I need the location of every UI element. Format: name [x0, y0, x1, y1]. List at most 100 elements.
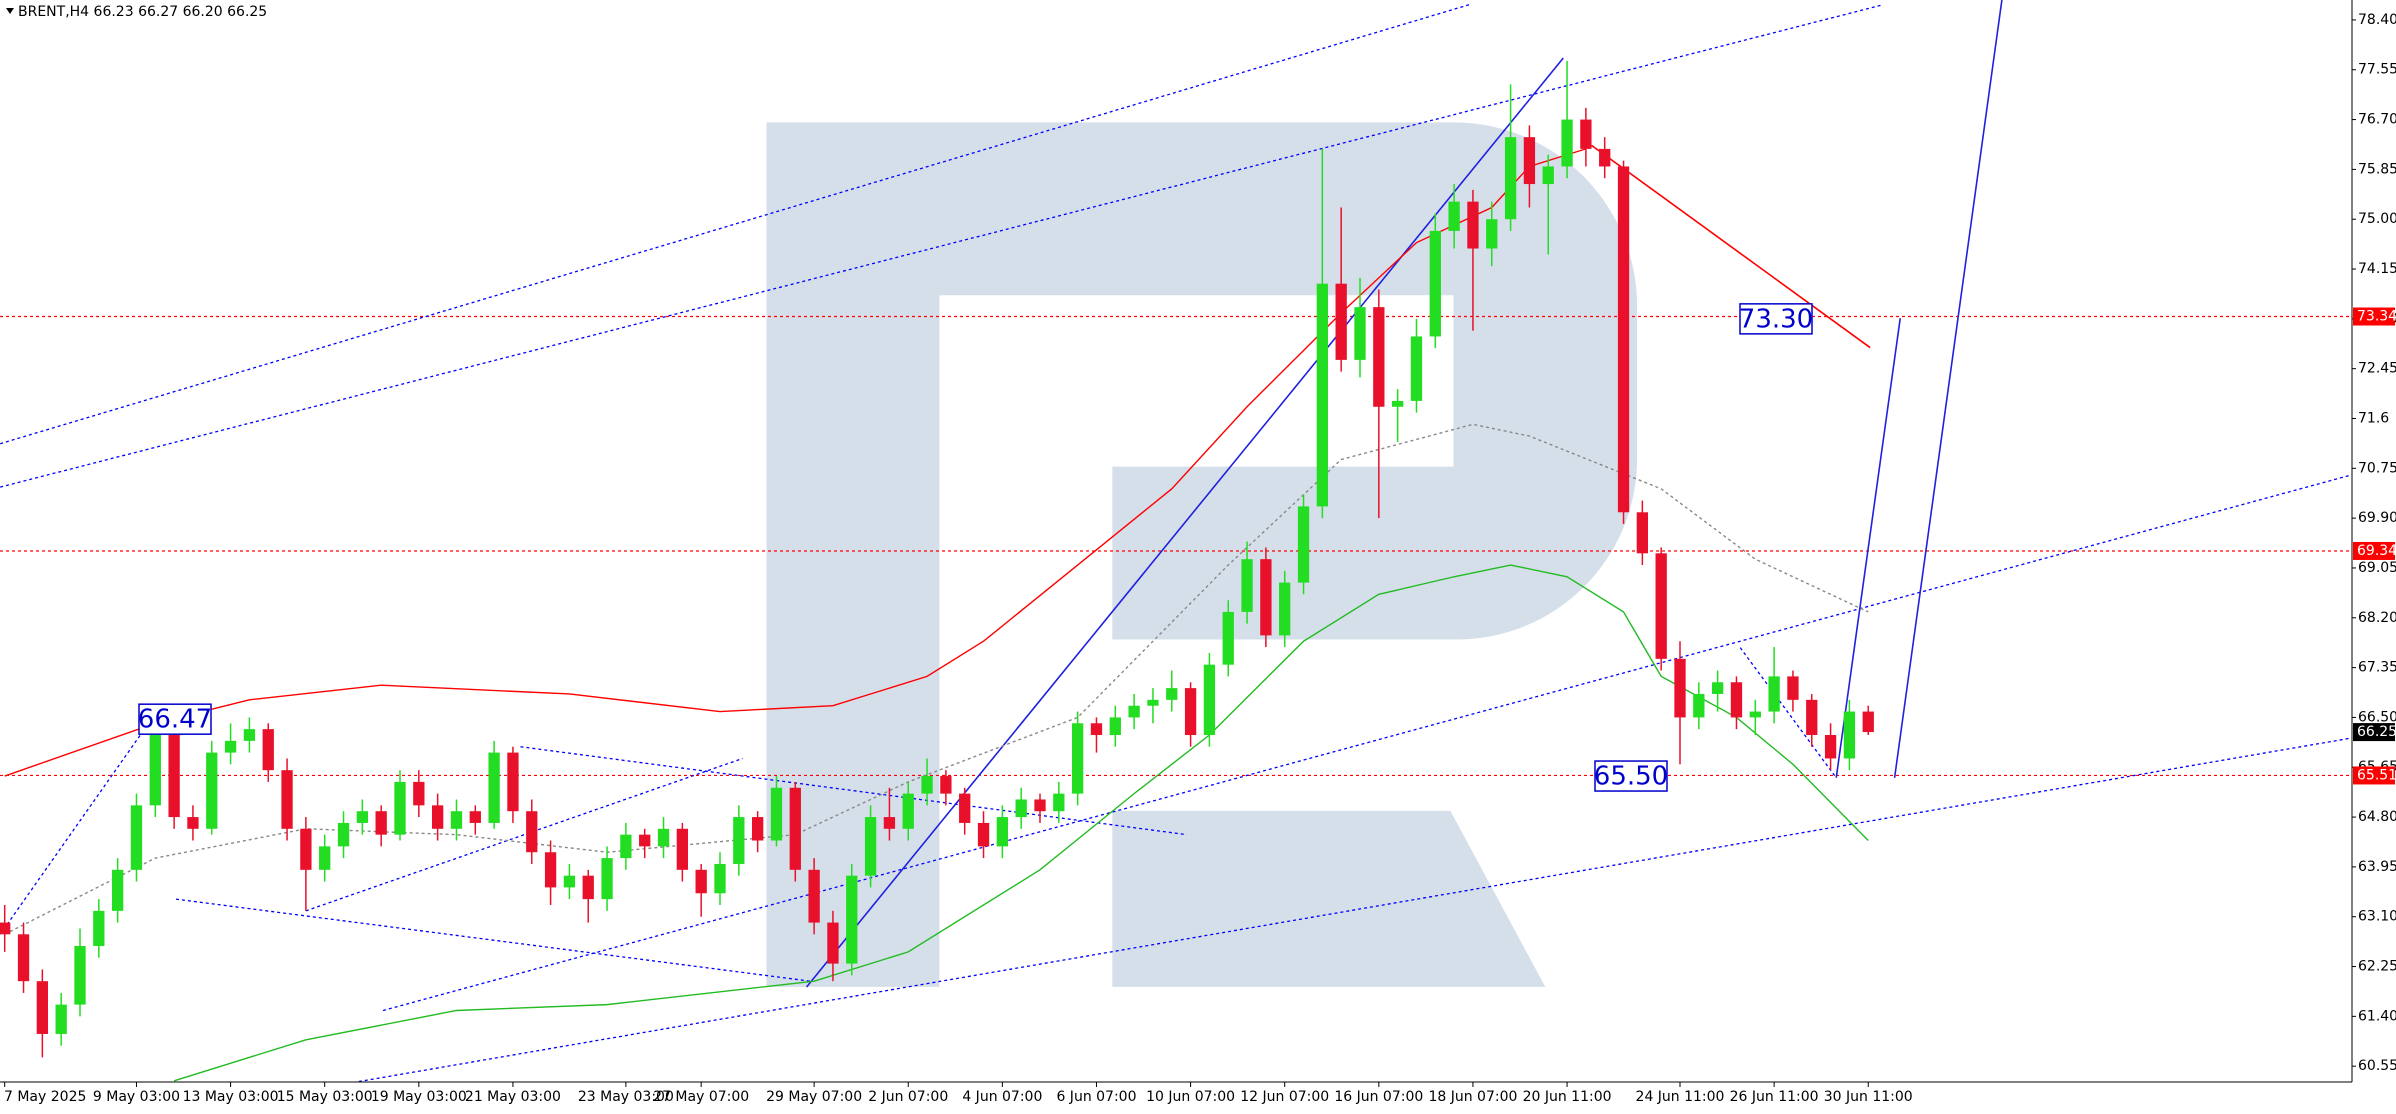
candle-body — [149, 735, 161, 806]
y-tick-label: 75.85 — [2358, 161, 2396, 177]
y-tick-label: 64.80 — [2358, 809, 2396, 825]
candle-body — [187, 817, 199, 829]
candle-body — [1166, 688, 1178, 700]
trendline — [305, 757, 743, 912]
x-tick-label: 21 May 03:00 — [465, 1089, 561, 1105]
candle-body — [808, 869, 820, 923]
candle-body — [864, 817, 877, 876]
y-tick-label: 78.40 — [2358, 12, 2396, 28]
candle-body — [1542, 166, 1554, 185]
candle-body — [1316, 283, 1328, 507]
trendline — [1739, 647, 1837, 779]
annotation-label: 73.30 — [1739, 304, 1813, 334]
candle-body — [168, 735, 180, 818]
candle-body — [676, 828, 688, 870]
annotation-box — [1594, 760, 1668, 792]
candle-body — [601, 858, 613, 900]
candle-body — [1674, 658, 1686, 718]
candle-body — [337, 822, 350, 847]
x-tick-label: 7 May 2025 — [4, 1089, 86, 1105]
x-tick-label: 30 Jun 11:00 — [1824, 1089, 1913, 1105]
y-tick-label: 69.05 — [2358, 560, 2396, 576]
candle-body — [1486, 219, 1498, 249]
candle-body — [752, 817, 764, 841]
x-tick-label: 6 Jun 07:00 — [1056, 1089, 1136, 1105]
current-price-box — [2353, 723, 2395, 742]
candle-body — [1184, 688, 1197, 736]
candle-body — [1410, 336, 1423, 401]
candle-body — [469, 811, 481, 823]
candle-body — [1279, 582, 1291, 636]
candle-body — [883, 817, 896, 829]
moving-average — [4, 423, 1869, 935]
candle-body — [262, 729, 274, 771]
candle-body — [789, 787, 801, 870]
candle-body — [1429, 230, 1441, 337]
y-tick-label: 61.40 — [2358, 1008, 2396, 1024]
x-tick-label: 16 Jun 07:00 — [1334, 1089, 1423, 1105]
candle-body — [1448, 201, 1460, 231]
y-tick-label: 72.45 — [2358, 361, 2396, 377]
candle-body — [17, 934, 30, 982]
y-tick-label: 70.75 — [2358, 460, 2396, 476]
y-tick-label: 63.10 — [2358, 909, 2396, 925]
candle-body — [112, 869, 124, 911]
candle-body — [0, 922, 11, 935]
candle-body — [507, 752, 519, 812]
x-tick-label: 13 May 03:00 — [183, 1089, 279, 1105]
candle-body — [563, 875, 576, 888]
candle-body — [1260, 559, 1272, 636]
y-tick-label: 63.95 — [2358, 859, 2396, 875]
x-tick-label: 23 May 03:00 — [578, 1089, 674, 1105]
x-tick-label: 15 May 03:00 — [277, 1089, 373, 1105]
candle-body — [582, 875, 594, 900]
candle-body — [714, 863, 726, 894]
candle-body — [902, 793, 914, 829]
candle-body — [1128, 705, 1140, 718]
annotation-label: 66.47 — [138, 705, 212, 735]
candle-body — [1730, 682, 1743, 718]
x-tick-label: 4 Jun 07:00 — [962, 1089, 1042, 1105]
annotation-label: 65.50 — [1594, 762, 1668, 792]
moving-average — [173, 564, 1869, 1082]
trendline — [1835, 318, 1902, 778]
x-tick-label: 26 Jun 11:00 — [1730, 1089, 1819, 1105]
annotation-box — [138, 703, 212, 735]
y-tick-label: 74.15 — [2358, 261, 2396, 277]
candle-body — [1580, 119, 1592, 149]
trendline — [1893, 0, 2003, 778]
trendline — [382, 474, 2352, 1012]
candle-body — [1090, 723, 1103, 736]
candle-body — [319, 846, 331, 870]
price-label-box — [2353, 541, 2395, 560]
y-tick-label: 66.50 — [2358, 709, 2396, 725]
candle-body — [1523, 137, 1536, 185]
candle-body — [1504, 137, 1517, 220]
trendline — [520, 746, 1187, 836]
candle-body — [432, 805, 444, 829]
x-tick-label: 18 Jun 07:00 — [1428, 1089, 1517, 1105]
chart-title: BRENT,H4 66.23 66.27 66.20 66.25 — [18, 4, 267, 20]
price-label: 69.34 — [2357, 543, 2396, 559]
candle-body — [1617, 166, 1630, 513]
candle-body — [544, 852, 557, 888]
y-tick-label: 62.25 — [2358, 959, 2396, 975]
candle-body — [74, 946, 86, 1005]
candle-body — [1599, 148, 1611, 167]
candle-body — [770, 787, 783, 841]
y-tick-label: 68.20 — [2358, 610, 2396, 626]
candle-body — [450, 811, 463, 829]
candle-body — [1749, 711, 1761, 718]
candle-body — [940, 776, 952, 794]
candle-body — [1222, 611, 1234, 665]
x-tick-label: 24 Jun 11:00 — [1636, 1089, 1725, 1105]
candle-body — [36, 981, 48, 1034]
candle-body — [1034, 799, 1046, 812]
candle-body — [733, 817, 745, 864]
candle-body — [1636, 512, 1648, 554]
candle-body — [620, 834, 632, 859]
candle-body — [224, 740, 237, 753]
candle-body — [639, 834, 651, 847]
